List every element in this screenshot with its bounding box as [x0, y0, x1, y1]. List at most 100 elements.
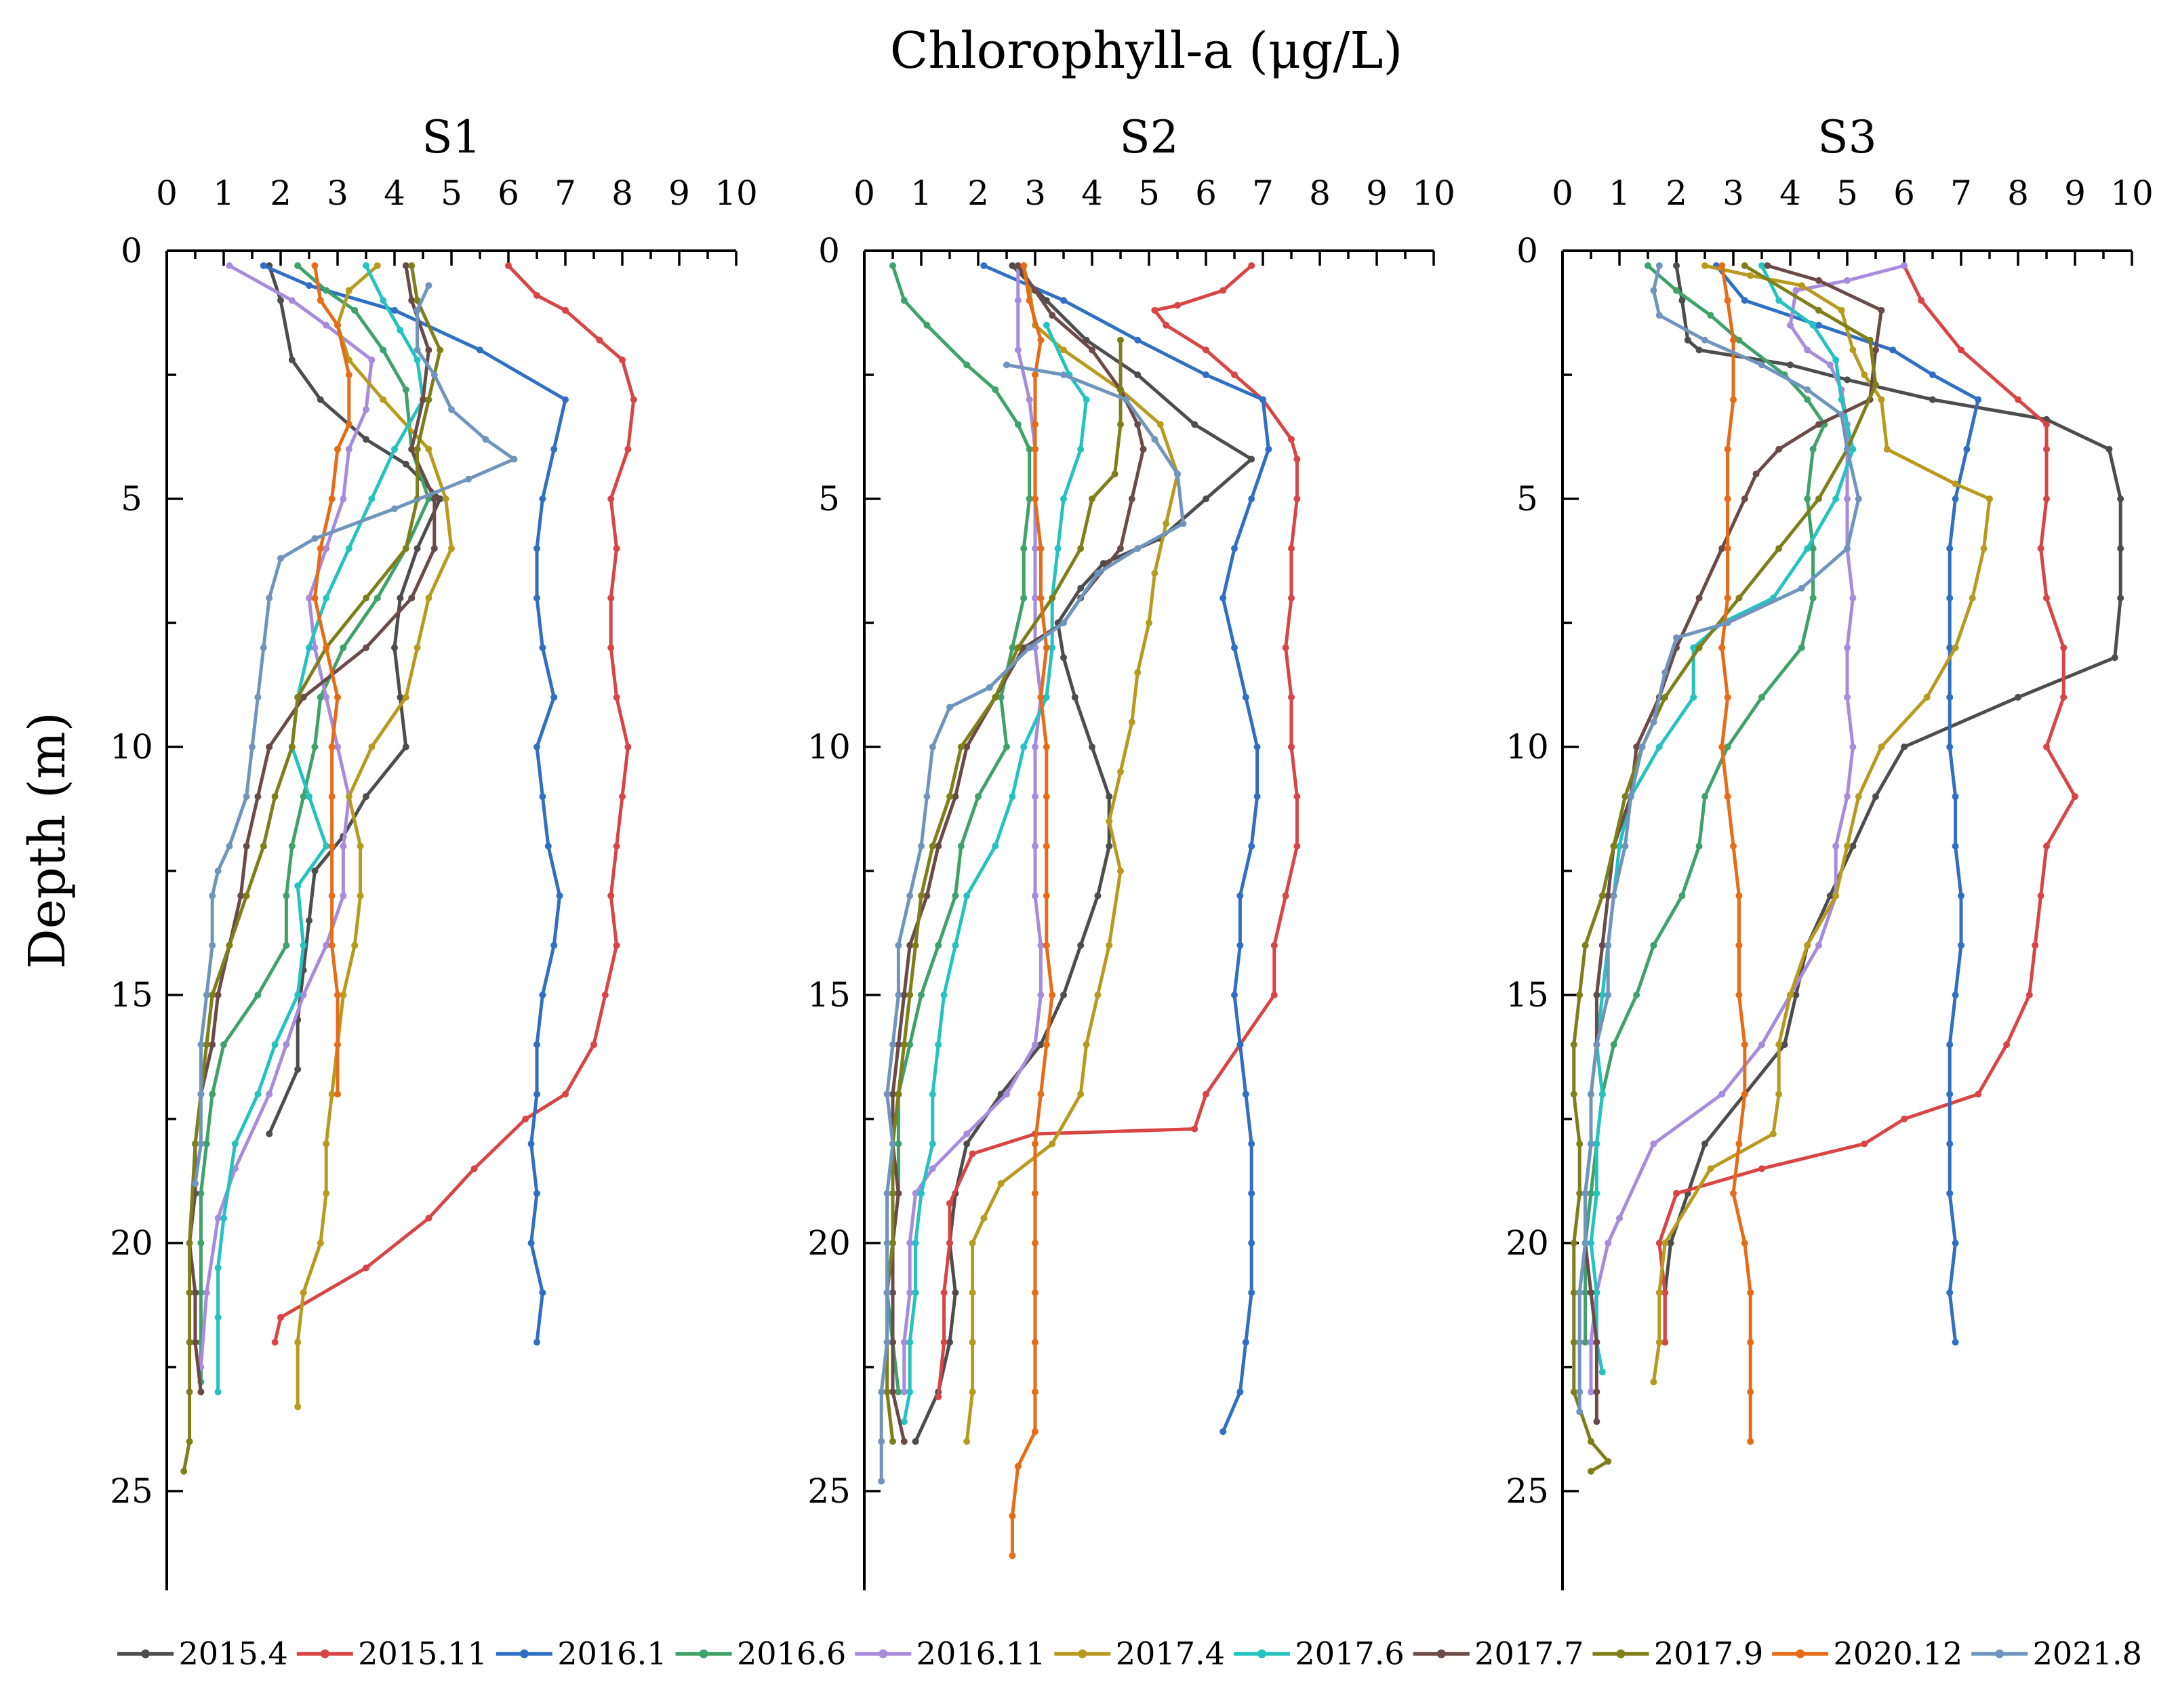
data-point: [940, 992, 948, 998]
data-point: [1037, 1041, 1045, 1049]
data-point: [425, 346, 432, 354]
data-point: [1844, 376, 1851, 384]
data-point: [345, 545, 352, 552]
data-point: [1032, 1140, 1039, 1147]
data-point: [1174, 302, 1181, 309]
data-point: [1588, 1190, 1594, 1197]
data-point: [1804, 941, 1811, 949]
data-point: [912, 941, 919, 949]
data-point: [1695, 842, 1703, 850]
data-point: [334, 744, 341, 750]
data-point: [1838, 396, 1845, 403]
data-point: [220, 1041, 227, 1049]
data-point: [596, 336, 603, 344]
data-point: [1003, 1091, 1010, 1098]
data-point: [1855, 793, 1862, 800]
data-point: [186, 1240, 193, 1246]
data-point: [1140, 445, 1147, 453]
data-point: [1134, 669, 1142, 676]
data-point: [1598, 1091, 1606, 1098]
data-point: [1570, 1041, 1577, 1049]
series-s2-2016.6: [883, 262, 1033, 1396]
data-point: [1838, 411, 1845, 418]
data-point: [1248, 1240, 1255, 1246]
data-point: [1809, 594, 1817, 602]
data-point: [254, 1091, 262, 1098]
data-point: [957, 744, 965, 750]
data-point: [294, 992, 302, 998]
legend-label: 2016.6: [737, 1635, 846, 1672]
data-point: [1231, 545, 1238, 552]
data-point: [1946, 644, 1954, 651]
data-point: [1929, 396, 1936, 403]
data-point: [1231, 371, 1238, 378]
data-point: [203, 1140, 210, 1147]
data-point: [946, 1240, 953, 1246]
data-point: [1901, 744, 1908, 750]
data-point: [254, 693, 262, 701]
data-point: [613, 842, 620, 850]
data-point: [1673, 287, 1680, 294]
data-point: [929, 1091, 936, 1098]
data-point: [186, 1289, 193, 1297]
data-point: [1918, 297, 1925, 304]
data-point: [992, 386, 999, 393]
data-point: [317, 297, 324, 304]
data-point: [1832, 495, 1840, 502]
data-point: [357, 892, 364, 899]
data-point: [1969, 594, 1976, 602]
data-point: [425, 1215, 432, 1222]
data-point: [1844, 793, 1851, 800]
data-point: [878, 1438, 885, 1445]
data-point: [929, 1165, 936, 1173]
data-point: [533, 594, 540, 602]
data-point: [1077, 545, 1085, 552]
data-point: [923, 321, 931, 329]
data-point: [1032, 371, 1039, 378]
y-tick-label: 5: [1516, 479, 1538, 518]
data-point: [1043, 644, 1050, 651]
data-point: [889, 1091, 896, 1098]
data-point: [883, 1388, 891, 1396]
y-tick-label: 5: [121, 479, 142, 518]
data-point: [969, 1339, 976, 1346]
data-point: [334, 445, 341, 453]
data-point: [1288, 744, 1295, 750]
data-point: [277, 1314, 284, 1321]
data-point: [1593, 1418, 1600, 1425]
data-point: [1958, 346, 1964, 354]
data-point: [197, 1240, 205, 1246]
data-point: [283, 1041, 290, 1049]
data-point: [975, 793, 982, 800]
data-point: [1724, 594, 1731, 602]
data-point: [380, 346, 387, 354]
data-point: [923, 793, 931, 800]
data-point: [906, 1041, 914, 1049]
data-point: [1588, 1438, 1594, 1445]
data-point: [294, 1065, 302, 1073]
legend-label: 2017.4: [1116, 1635, 1225, 1672]
data-point: [1747, 272, 1754, 279]
data-point: [1026, 297, 1033, 304]
data-point: [533, 744, 540, 750]
data-point: [425, 282, 432, 289]
data-point: [414, 346, 421, 354]
data-point: [1236, 1388, 1244, 1396]
data-point: [306, 917, 313, 924]
y-tick-label: 10: [110, 727, 153, 767]
data-point: [883, 1289, 891, 1297]
data-point: [414, 297, 421, 304]
data-point: [1163, 520, 1170, 527]
data-point: [1265, 445, 1272, 453]
data-point: [448, 545, 455, 552]
data-point: [1060, 297, 1067, 304]
data-point: [1667, 1240, 1674, 1246]
data-point: [935, 1041, 942, 1049]
data-point: [1758, 361, 1765, 369]
series-s3-2017.6: [1588, 262, 1857, 1376]
data-point: [1718, 545, 1726, 552]
data-point: [1724, 297, 1731, 304]
data-point: [1616, 842, 1623, 850]
data-point: [1128, 495, 1135, 502]
data-point: [1037, 693, 1045, 701]
